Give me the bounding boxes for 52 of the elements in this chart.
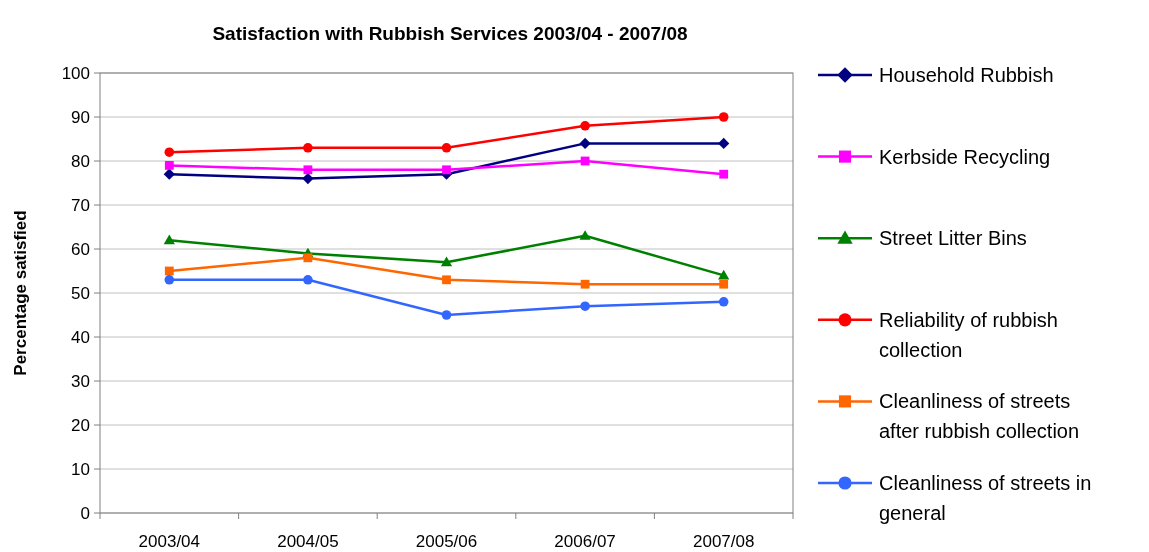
point xyxy=(718,297,729,307)
point xyxy=(164,275,175,285)
point xyxy=(303,143,313,153)
legend-label: Kerbside Recycling xyxy=(879,145,1051,168)
point xyxy=(580,301,590,311)
y-tick-label: 10 xyxy=(71,459,90,479)
y-tick-label: 100 xyxy=(61,63,90,83)
point xyxy=(303,275,313,285)
legend-label: Cleanliness of streets after rubbish collection xyxy=(879,390,1080,443)
y-tick-label: 60 xyxy=(71,239,90,259)
y-tick-label: 90 xyxy=(71,107,90,127)
y-tick-label: 70 xyxy=(71,195,90,215)
legend-label: Reliability of rubbish collection xyxy=(879,308,1058,361)
point xyxy=(718,112,729,122)
y-tick-label: 50 xyxy=(71,283,90,303)
legend-label: Street Litter Bins xyxy=(879,227,1027,250)
point xyxy=(442,165,451,175)
point xyxy=(163,234,175,245)
y-tick-label: 40 xyxy=(71,327,90,347)
point xyxy=(440,256,453,267)
point xyxy=(303,165,313,175)
point xyxy=(718,269,730,280)
point xyxy=(719,169,729,179)
x-tick-label: 2007/08 xyxy=(692,532,755,551)
y-tick-label: 20 xyxy=(71,415,90,435)
point xyxy=(441,310,452,320)
x-tick-label: 2003/04 xyxy=(138,532,201,551)
y-tick-label: 0 xyxy=(80,503,90,523)
chart-title: Satisfaction with Rubbish Services 2003/04 - 2007/08 xyxy=(212,23,688,44)
y-axis-title: Percentage satisfied xyxy=(11,210,30,376)
x-tick-label: 2005/06 xyxy=(415,532,478,551)
point xyxy=(164,147,175,157)
legend-label: Household Rubbish xyxy=(879,64,1054,86)
point xyxy=(580,121,590,131)
point xyxy=(718,137,730,149)
point xyxy=(579,230,591,240)
point xyxy=(580,156,590,166)
y-tick-label: 80 xyxy=(71,151,90,171)
point xyxy=(164,266,174,276)
point xyxy=(163,168,175,180)
x-tick-label: 2006/07 xyxy=(554,532,616,551)
legend-label: Cleanliness of streets in general xyxy=(879,472,1092,524)
point xyxy=(579,137,591,149)
point xyxy=(442,275,451,285)
point xyxy=(441,143,452,153)
point xyxy=(719,279,729,289)
point xyxy=(303,253,313,263)
point xyxy=(580,279,590,289)
point xyxy=(302,173,314,185)
point xyxy=(164,161,174,170)
y-tick-label: 30 xyxy=(71,371,90,391)
x-tick-label: 2004/05 xyxy=(277,532,339,551)
